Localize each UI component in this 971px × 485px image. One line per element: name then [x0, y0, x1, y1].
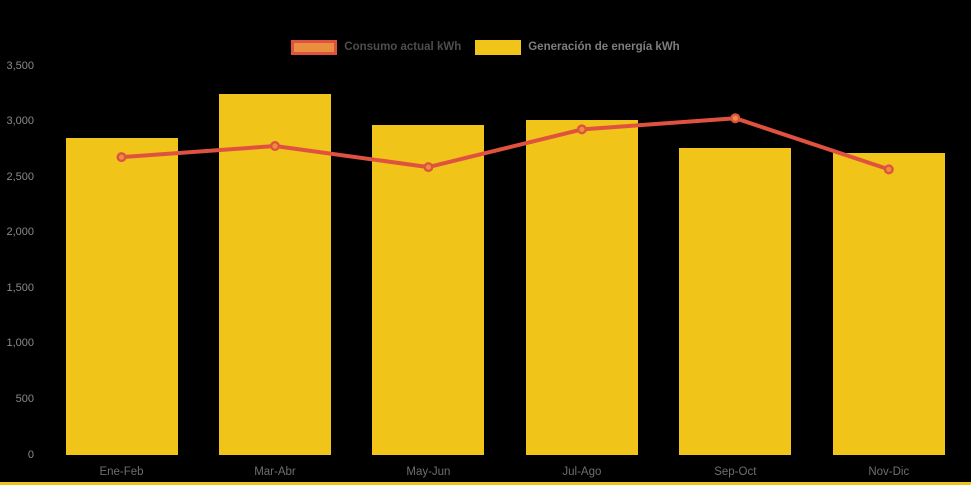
point-may-jun[interactable]	[423, 162, 434, 173]
bar-jul-ago[interactable]	[525, 120, 638, 455]
legend-swatch-generacion-icon	[475, 40, 522, 55]
bar-ene-feb[interactable]	[65, 138, 178, 455]
legend: Consumo actual kWh Generación de energía…	[0, 40, 971, 55]
y-tick-1-500: 1,500	[6, 281, 34, 294]
legend-label-consumo: Consumo actual kWh	[344, 41, 462, 53]
x-tick-ene-feb: Ene-Feb	[99, 466, 144, 478]
bar-sep-oct[interactable]	[679, 148, 792, 455]
point-nov-dic[interactable]	[883, 164, 894, 175]
point-sep-oct[interactable]	[730, 113, 741, 124]
legend-swatch-consumo-icon	[291, 40, 338, 55]
point-mar-abr[interactable]	[270, 140, 281, 151]
y-tick-500: 500	[15, 392, 34, 405]
bar-nov-dic[interactable]	[832, 153, 945, 455]
point-jul-ago[interactable]	[576, 124, 587, 135]
x-tick-mar-abr: Mar-Abr	[254, 466, 296, 478]
legend-item-consumo[interactable]: Consumo actual kWh	[291, 40, 461, 55]
y-tick-2-000: 2,000	[6, 226, 34, 239]
y-tick-0: 0	[27, 448, 34, 461]
legend-item-generacion[interactable]: Generación de energía kWh	[475, 40, 680, 55]
bar-may-jun[interactable]	[372, 124, 485, 455]
x-tick-may-jun: May-Jun	[406, 466, 451, 478]
x-axis-line	[0, 482, 971, 485]
x-tick-nov-dic: Nov-Dic	[868, 466, 910, 478]
point-ene-feb[interactable]	[116, 152, 127, 163]
y-tick-2-500: 2,500	[6, 170, 34, 183]
x-tick-jul-ago: Jul-Ago	[562, 466, 602, 478]
x-tick-sep-oct: Sep-Oct	[714, 466, 757, 478]
y-tick-3-000: 3,000	[6, 115, 34, 128]
legend-label-generacion: Generación de energía kWh	[528, 41, 680, 53]
y-tick-1-000: 1,000	[6, 337, 34, 350]
y-tick-3-500: 3,500	[6, 59, 34, 72]
